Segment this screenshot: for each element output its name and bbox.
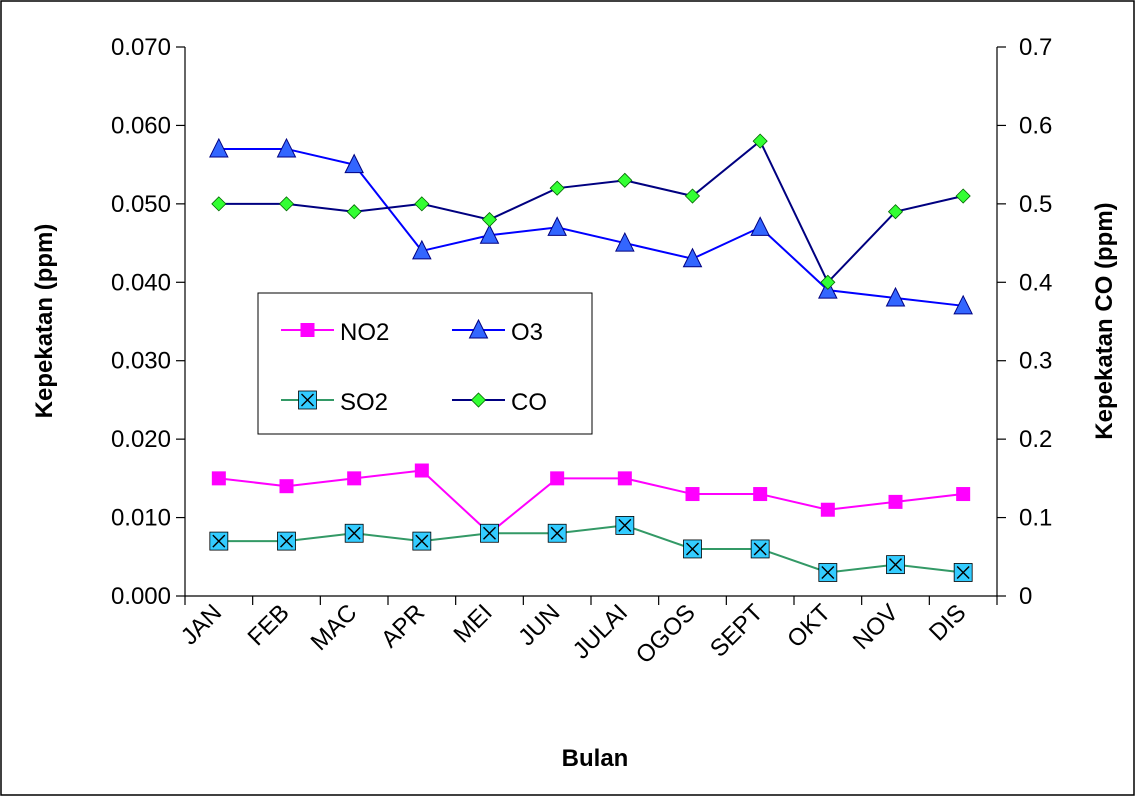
marker-cross bbox=[753, 542, 767, 556]
data-point-no2 bbox=[347, 471, 362, 486]
legend-marker-no2 bbox=[300, 323, 315, 337]
marker-cross bbox=[483, 526, 496, 540]
marker-cross bbox=[889, 558, 902, 572]
marker-cross bbox=[212, 534, 226, 548]
y-right-tick-label: 0.5 bbox=[1019, 191, 1052, 218]
data-point-so2 bbox=[886, 555, 905, 575]
y-left-tick-label: 0.030 bbox=[111, 348, 171, 375]
legend-label-no2: NO2 bbox=[340, 319, 389, 346]
series-o3 bbox=[209, 137, 973, 315]
data-point-o3 bbox=[479, 224, 500, 244]
data-point-co bbox=[752, 133, 768, 149]
data-point-no2 bbox=[820, 502, 835, 517]
data-point-so2 bbox=[615, 516, 635, 535]
y-right-tick-label: 0.3 bbox=[1019, 348, 1052, 375]
marker-cross bbox=[821, 565, 835, 579]
data-point-o3 bbox=[953, 294, 973, 315]
data-point-o3 bbox=[209, 137, 229, 158]
y-axis-left-title: Kepekatan (ppm) bbox=[31, 224, 58, 419]
data-point-no2 bbox=[617, 471, 632, 486]
data-point-co bbox=[955, 188, 971, 204]
data-point-co bbox=[211, 196, 227, 212]
data-point-co bbox=[887, 204, 904, 220]
legend-label-co: CO bbox=[511, 389, 547, 416]
y-left-tick-label: 0.070 bbox=[111, 34, 171, 61]
data-point-so2 bbox=[480, 523, 499, 543]
y-left-tick-label: 0.040 bbox=[111, 269, 171, 296]
data-point-o3 bbox=[412, 239, 432, 260]
data-point-co bbox=[346, 204, 362, 220]
data-point-co bbox=[820, 274, 836, 290]
legend-box bbox=[257, 292, 593, 435]
data-point-co bbox=[414, 196, 430, 212]
data-point-so2 bbox=[683, 539, 702, 559]
legend-label-so2: SO2 bbox=[340, 389, 388, 416]
legend: NO2 O3 SO2 CO bbox=[257, 292, 593, 435]
y-right-tick-label: 0.7 bbox=[1019, 34, 1052, 61]
series-layer bbox=[209, 133, 973, 582]
marker-cross bbox=[550, 526, 564, 540]
data-point-co bbox=[617, 172, 633, 188]
series-so2 bbox=[209, 516, 973, 582]
legend-marker-so2 bbox=[298, 390, 317, 410]
marker-cross bbox=[618, 518, 632, 532]
y-left-tick-label: 0.060 bbox=[111, 112, 171, 139]
data-point-no2 bbox=[414, 463, 429, 478]
marker-cross bbox=[347, 526, 361, 540]
data-point-no2 bbox=[888, 494, 903, 509]
data-point-co bbox=[684, 188, 701, 204]
legend-marker-co bbox=[470, 392, 487, 408]
marker-cross bbox=[686, 542, 699, 556]
data-point-so2 bbox=[547, 523, 567, 543]
series-line-co bbox=[218, 139, 964, 285]
marker-cross bbox=[415, 534, 429, 548]
data-point-no2 bbox=[550, 471, 565, 486]
data-point-o3 bbox=[547, 216, 567, 236]
data-point-o3 bbox=[682, 247, 703, 268]
data-point-o3 bbox=[276, 137, 297, 158]
y-left-tick-label: 0.020 bbox=[111, 426, 171, 453]
data-point-so2 bbox=[818, 563, 838, 582]
data-point-co bbox=[278, 196, 295, 212]
data-point-no2 bbox=[685, 487, 700, 502]
data-point-o3 bbox=[344, 153, 364, 174]
series-line-no2 bbox=[218, 469, 964, 535]
y-right-tick-label: 0.6 bbox=[1019, 112, 1052, 139]
data-point-so2 bbox=[344, 523, 364, 543]
legend-label-o3: O3 bbox=[511, 319, 543, 346]
y-right-tick-label: 0 bbox=[1019, 583, 1032, 610]
y-left-tick-label: 0.000 bbox=[111, 583, 171, 610]
data-point-so2 bbox=[412, 531, 432, 551]
y-right-tick-label: 0.2 bbox=[1019, 426, 1052, 453]
y-right-tick-label: 0.4 bbox=[1019, 269, 1052, 296]
data-point-so2 bbox=[209, 531, 229, 551]
data-point-co bbox=[549, 180, 565, 196]
marker-cross bbox=[280, 534, 293, 548]
data-point-no2 bbox=[279, 479, 294, 494]
data-point-so2 bbox=[750, 539, 770, 559]
data-point-no2 bbox=[211, 471, 226, 486]
data-point-o3 bbox=[615, 231, 635, 252]
y-axis-right-title: Kepekatan CO (ppm) bbox=[1091, 202, 1118, 439]
data-point-o3 bbox=[885, 286, 906, 307]
data-point-no2 bbox=[956, 487, 971, 502]
marker-cross bbox=[956, 565, 970, 579]
y-right-tick-label: 0.1 bbox=[1019, 505, 1052, 532]
data-point-so2 bbox=[953, 563, 973, 582]
series-no2 bbox=[211, 463, 971, 541]
legend-marker-o3 bbox=[468, 318, 489, 339]
marker-cross bbox=[301, 393, 314, 407]
y-left-tick-label: 0.050 bbox=[111, 191, 171, 218]
x-axis-title: Bulan bbox=[562, 745, 629, 772]
series-line-o3 bbox=[218, 147, 964, 307]
data-point-no2 bbox=[753, 487, 768, 502]
data-point-so2 bbox=[277, 531, 296, 551]
y-left-tick-label: 0.010 bbox=[111, 505, 171, 532]
data-point-co bbox=[481, 211, 498, 228]
series-line-so2 bbox=[218, 524, 964, 574]
series-co bbox=[211, 133, 971, 290]
data-point-o3 bbox=[750, 216, 770, 236]
